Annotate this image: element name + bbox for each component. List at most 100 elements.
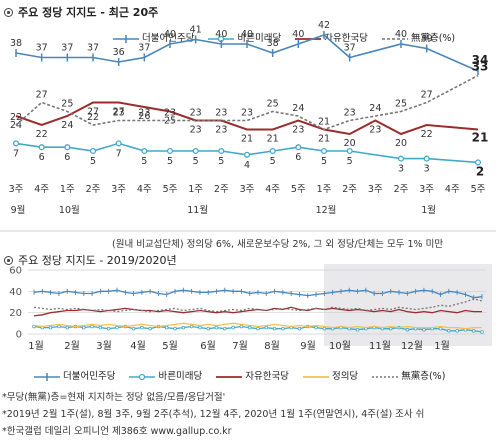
bottom-footnote-2: *2019년 2월 1주(설), 8월 3주, 9월 2주(추석), 12월 4… xyxy=(2,409,425,420)
x-month-label: 10월 xyxy=(59,204,80,216)
legend-line-dem-icon xyxy=(113,34,139,43)
x-tick-label: 4주 xyxy=(265,184,280,195)
x-month-tick-label: 3월 xyxy=(96,340,112,352)
legend-item-bare: 바른미래당 xyxy=(208,30,281,44)
point2-bare xyxy=(471,329,476,333)
legend2-item-justice: 정의당 xyxy=(302,368,358,382)
data-label-lkp: 27 xyxy=(87,107,99,118)
x-tick-label: 3주 xyxy=(419,184,434,195)
x-month-label: 12월 xyxy=(316,204,337,216)
data-label-none: 23 xyxy=(241,108,253,119)
point2-bare xyxy=(231,325,235,330)
data-label-none: 23 xyxy=(344,108,356,119)
x-month-tick-label: 2월 xyxy=(64,340,80,352)
bottom-chart-title: 주요 정당 지지도 - 2019/2020년 xyxy=(4,252,177,268)
bottom-footnote-3: *한국갤럽 데일리 오피니언 제386호 www.gallup.co.kr xyxy=(2,426,232,437)
point2-bare xyxy=(281,326,285,331)
x-tick-label: 2주 xyxy=(342,184,357,195)
series-line-none xyxy=(15,74,479,131)
x-tick-label: 5주 xyxy=(291,184,306,195)
x-tick-label: 1주 xyxy=(317,184,332,195)
data-label-bare: 5 xyxy=(270,156,276,167)
data-label-lkp: 27 xyxy=(113,107,125,118)
legend2-label-dem: 더불어민주당 xyxy=(63,371,116,382)
data-label-dem: 40 xyxy=(215,29,227,40)
point-bare xyxy=(218,147,225,155)
legend-item-lkp: 자유한국당 xyxy=(295,30,368,44)
data-label-none: 33 xyxy=(472,60,489,74)
legend2-item-none: 無黨층(%) xyxy=(372,368,445,382)
point2-bare xyxy=(322,326,327,331)
data-label-none: 21 xyxy=(318,117,330,128)
data-label-dem: 40 xyxy=(241,29,253,40)
x-month-tick-label: 1월 xyxy=(434,340,450,352)
legend2-label-none: 無黨층(%) xyxy=(401,371,446,382)
data-label-none: 25 xyxy=(395,99,407,110)
data-label-dem: 34 xyxy=(472,53,489,67)
legend2-item-dem: 더불어민주당 xyxy=(34,368,115,382)
point2-bare xyxy=(131,326,136,331)
point-bare xyxy=(89,147,97,155)
top-legend: 더불어민주당 바른미래당 자유한국당 無黨층(%) xyxy=(113,30,455,44)
point2-bare xyxy=(388,326,393,331)
point2-bare xyxy=(173,326,177,331)
point-bare xyxy=(243,151,251,158)
x-month-label: 9월 xyxy=(11,204,26,216)
data-label-dem: 37 xyxy=(61,43,73,54)
data-label-lkp: 23 xyxy=(369,125,381,136)
y-tick-label: 0 xyxy=(16,330,22,341)
point2-bare xyxy=(164,325,169,330)
data-label-lkp: 24 xyxy=(10,120,22,131)
x-tick-label: 5주 xyxy=(471,184,486,195)
point2-bare xyxy=(247,325,252,330)
data-label-bare: 5 xyxy=(218,156,224,167)
data-label-none: 22 xyxy=(87,112,99,123)
x-month-tick-label: 7월 xyxy=(232,340,248,352)
x-month-label: 1월 xyxy=(421,204,436,216)
data-label-none: 23 xyxy=(113,108,125,119)
bottom-legend: 더불어민주당 바른미래당 자유한국당 정의당 無黨층(%) xyxy=(34,368,445,382)
point2-bare xyxy=(48,325,53,330)
point-bare xyxy=(38,144,45,151)
data-label-none: 24 xyxy=(292,103,304,114)
point-bare xyxy=(295,144,302,151)
point-bare xyxy=(474,159,482,166)
data-label-none: 24 xyxy=(369,103,381,114)
point-bare xyxy=(64,144,71,151)
point2-bare xyxy=(140,325,144,330)
data-label-lkp: 21 xyxy=(472,131,489,145)
x-tick-label: 4주 xyxy=(445,184,460,195)
point2-bare xyxy=(422,327,426,332)
data-label-lkp: 23 xyxy=(292,125,304,136)
data-label-none: 23 xyxy=(215,108,227,119)
legend-label-none: 無黨층(%) xyxy=(410,33,456,44)
point2-bare xyxy=(447,329,451,333)
point-bare xyxy=(423,155,430,162)
x-tick-label: 3주 xyxy=(368,184,383,195)
x-tick-label: 2주 xyxy=(86,184,101,195)
data-label-lkp: 23 xyxy=(190,125,202,136)
point2-bare xyxy=(405,327,410,332)
point2-bare xyxy=(264,325,269,330)
legend-label-lkp: 자유한국당 xyxy=(324,33,368,44)
data-label-lkp: 22 xyxy=(421,129,433,140)
point2-bare xyxy=(198,325,202,330)
data-label-dem: 41 xyxy=(190,25,202,36)
data-label-dem: 38 xyxy=(10,38,22,49)
data-label-dem: 40 xyxy=(395,29,407,40)
data-label-bare: 5 xyxy=(141,156,147,167)
top-chart-title: 주요 정당 지지도 - 최근 20주 xyxy=(4,4,158,20)
data-label-dem: 37 xyxy=(36,43,48,54)
data-label-none: 25 xyxy=(267,99,279,110)
point-bare xyxy=(346,147,353,155)
data-label-lkp: 24 xyxy=(61,120,73,131)
data-label-bare: 2 xyxy=(476,164,484,178)
point2-bare xyxy=(438,326,443,331)
point2-bare xyxy=(90,324,94,329)
point-bare xyxy=(115,140,122,147)
point2-bare xyxy=(297,326,302,331)
data-label-lkp: 22 xyxy=(36,129,48,140)
point2-bare xyxy=(355,327,360,332)
data-label-bare: 3 xyxy=(398,164,404,175)
